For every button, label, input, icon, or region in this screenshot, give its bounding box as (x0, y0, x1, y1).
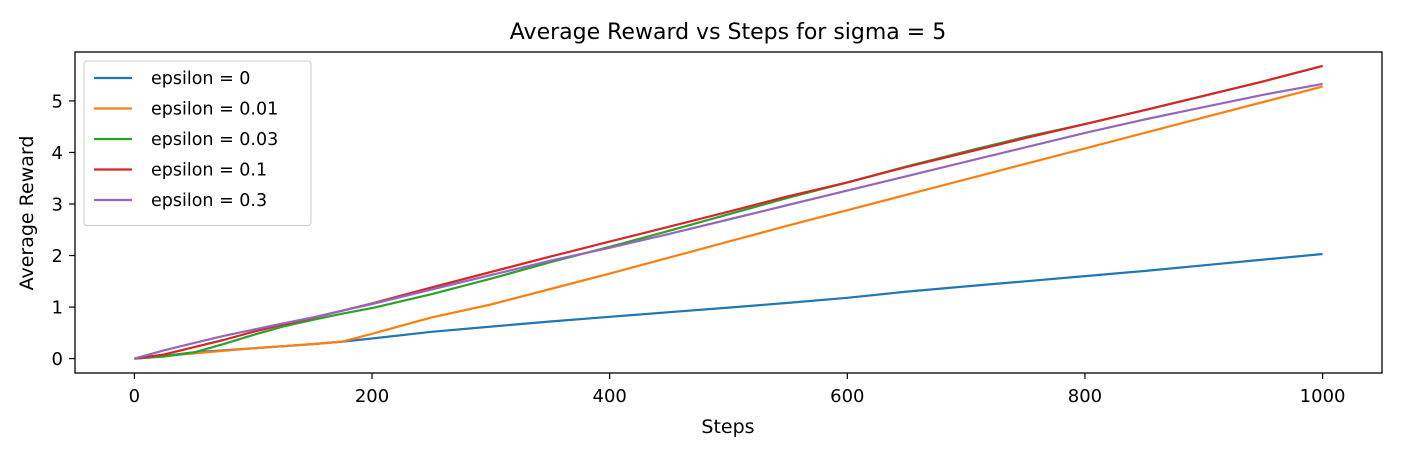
y-tick-label: 1 (52, 298, 63, 319)
x-tick-label: 200 (355, 386, 389, 407)
x-tick-label: 0 (129, 386, 140, 407)
y-axis-title: Average Reward (16, 136, 38, 291)
legend-label-4: epsilon = 0.3 (151, 191, 267, 211)
x-tick-label: 1000 (1300, 386, 1346, 407)
legend-label-0: epsilon = 0 (151, 69, 250, 89)
axes-frame (74, 51, 1383, 374)
series-line-4 (134, 82, 1323, 360)
x-tick-label: 800 (1068, 386, 1102, 407)
legend-label-3: epsilon = 0.1 (151, 161, 267, 181)
chart-title: Average Reward vs Steps for sigma = 5 (510, 20, 946, 45)
legend-box (83, 60, 312, 226)
series-line-1 (134, 85, 1323, 360)
series-line-3 (134, 64, 1323, 360)
plot-area: 0 200 400 600 800 1000 0 1 2 3 4 5 (52, 51, 1383, 407)
y-tick-label: 4 (52, 143, 63, 164)
x-axis-title: Steps (701, 416, 754, 438)
legend: epsilon = 0 epsilon = 0.01 epsilon = 0.03 e… (83, 60, 312, 226)
y-tick-label: 5 (52, 91, 63, 112)
x-tick-label: 600 (830, 386, 864, 407)
y-tick-label: 0 (52, 349, 63, 370)
y-tick-label: 2 (52, 246, 63, 267)
y-tick-label: 3 (52, 194, 63, 215)
legend-label-2: epsilon = 0.03 (151, 130, 278, 150)
x-tick-label: 400 (593, 386, 627, 407)
legend-label-1: epsilon = 0.01 (151, 100, 278, 120)
